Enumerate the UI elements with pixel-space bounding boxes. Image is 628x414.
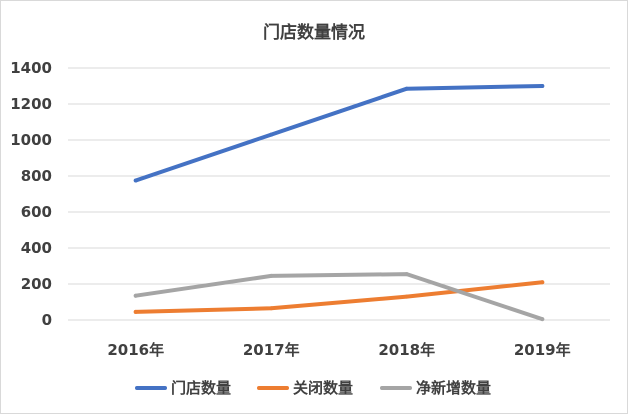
- data-point: [133, 293, 138, 298]
- y-tick-label: 600: [21, 203, 52, 221]
- y-tick-label: 800: [21, 167, 52, 185]
- data-point: [404, 86, 409, 91]
- legend: 门店数量 关闭数量 净新增数量: [135, 379, 491, 397]
- x-tick-label: 2018年: [378, 341, 435, 359]
- data-point: [540, 317, 545, 322]
- data-point: [269, 132, 274, 137]
- data-point: [540, 84, 545, 88]
- y-tick-label: 1400: [10, 59, 52, 77]
- data-point: [404, 294, 409, 299]
- legend-label: 门店数量: [171, 379, 231, 397]
- data-point: [269, 273, 274, 278]
- y-tick-label: 400: [21, 239, 52, 257]
- y-axis-ticks: 0 200 400 600 800 1000 1200 1400: [10, 59, 52, 329]
- y-tick-label: 0: [42, 311, 52, 329]
- x-tick-label: 2019年: [514, 341, 571, 359]
- y-tick-label: 200: [21, 275, 52, 293]
- chart-title: 门店数量情况: [263, 22, 365, 43]
- series-lines: [133, 84, 545, 322]
- y-tick-label: 1000: [10, 131, 52, 149]
- series-line: [133, 272, 545, 322]
- x-tick-label: 2017年: [243, 341, 300, 359]
- data-point: [269, 306, 274, 311]
- data-point: [404, 272, 409, 277]
- series-line: [133, 280, 545, 314]
- data-point: [133, 309, 138, 314]
- legend-label: 净新增数量: [416, 379, 491, 397]
- data-point: [540, 280, 545, 285]
- y-tick-label: 1200: [10, 95, 52, 113]
- x-tick-label: 2016年: [107, 341, 164, 359]
- series-line: [133, 84, 545, 183]
- data-point: [133, 178, 138, 183]
- x-axis-ticks: 2016年 2017年 2018年 2019年: [107, 341, 570, 359]
- legend-label: 关闭数量: [293, 379, 353, 397]
